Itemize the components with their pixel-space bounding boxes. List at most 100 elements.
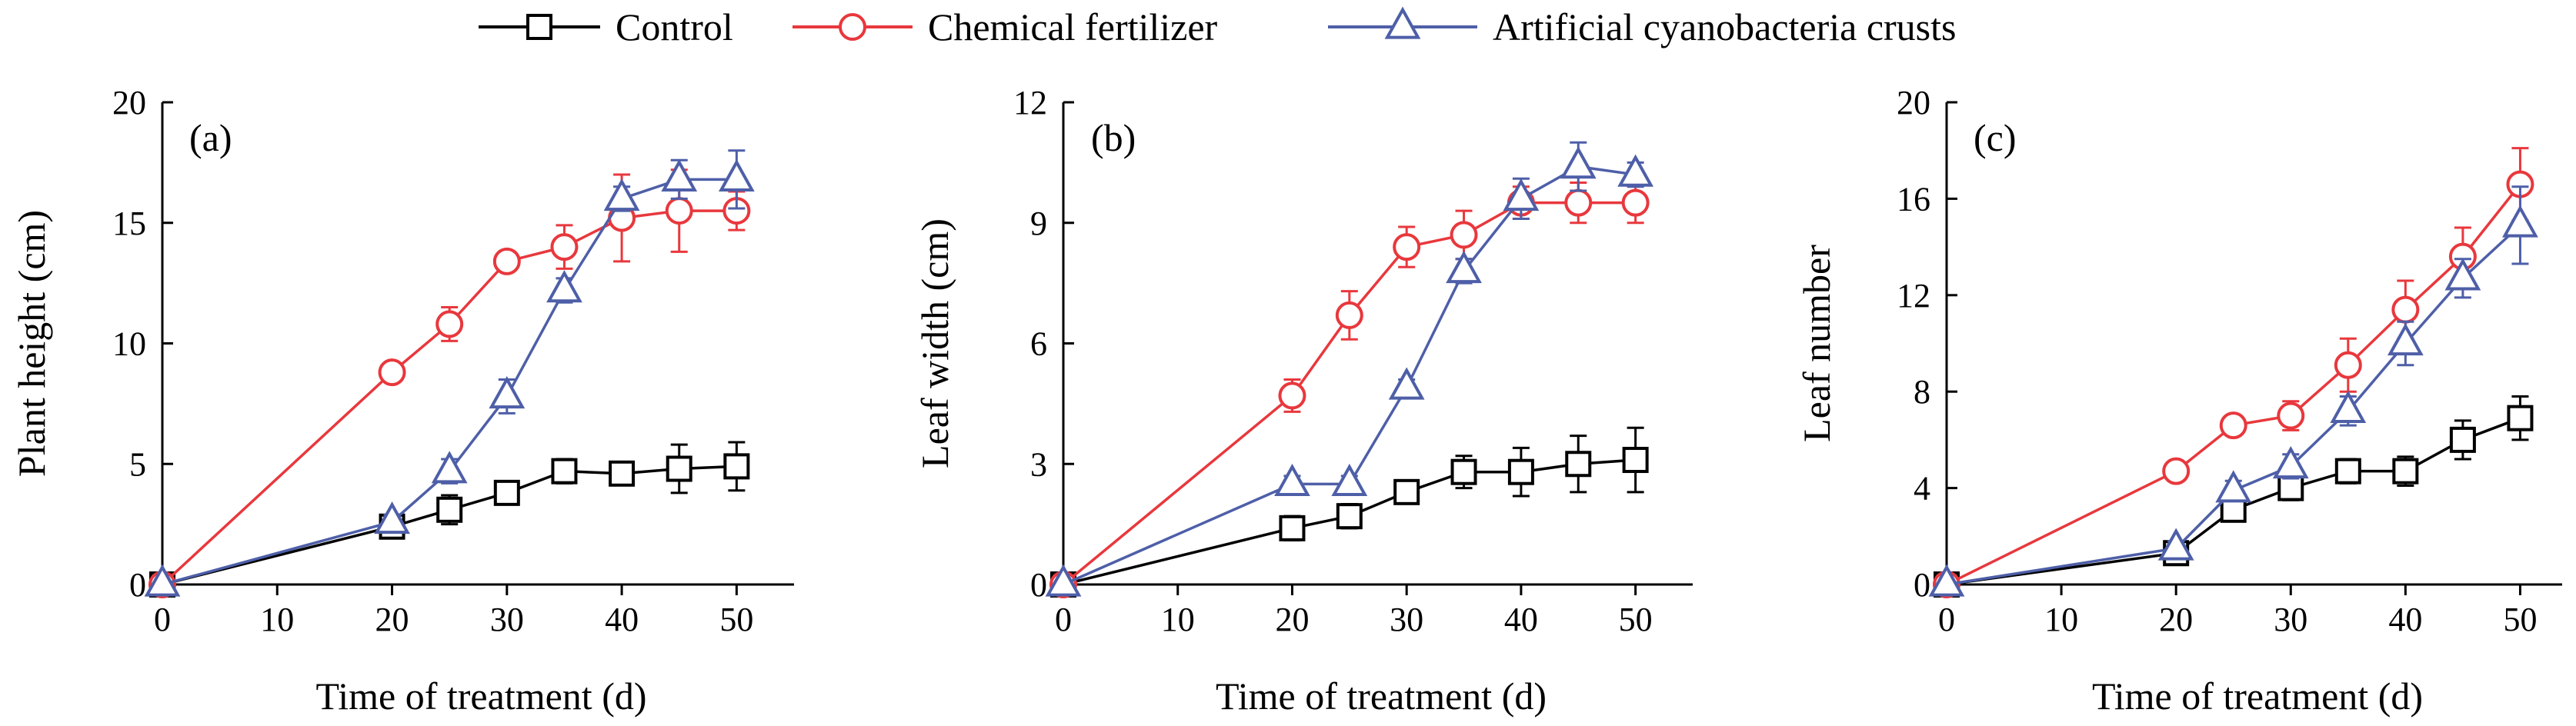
data-point xyxy=(2507,405,2534,431)
legend-marker-triangle xyxy=(1384,6,1421,39)
data-point xyxy=(1622,447,1649,474)
x-axis-title: Time of treatment (d) xyxy=(1216,674,1547,718)
y-tick-label: 12 xyxy=(1013,84,1047,122)
data-point xyxy=(1393,478,1420,505)
data-point xyxy=(551,458,578,485)
y-tick-label: 4 xyxy=(1914,470,1930,508)
data-point xyxy=(493,479,520,506)
data-point xyxy=(609,460,636,487)
data-point xyxy=(144,564,181,597)
series-line xyxy=(1946,183,2521,586)
legend-item-artificial-cyanobacteria-crusts: Artificial cyanobacteria crusts xyxy=(1328,5,1957,48)
data-point xyxy=(2392,458,2419,485)
data-point xyxy=(2334,351,2362,379)
x-tick-label: 0 xyxy=(154,601,171,638)
panel-label: (c) xyxy=(1974,116,2017,159)
data-point xyxy=(1335,301,1363,329)
data-point xyxy=(2330,390,2367,423)
series-chemical-fertilizer xyxy=(1933,147,2534,598)
x-tick-label: 10 xyxy=(2044,601,2078,638)
data-point xyxy=(1450,458,1477,485)
x-tick-label: 50 xyxy=(2503,601,2537,638)
y-tick-label: 0 xyxy=(1030,566,1047,604)
panel-label: (a) xyxy=(189,116,232,159)
data-point xyxy=(1331,463,1368,497)
data-point xyxy=(2277,401,2305,430)
legend-label: Chemical fertilizer xyxy=(928,5,1218,48)
data-point xyxy=(546,270,582,303)
data-point xyxy=(492,247,521,275)
series-artificial-cyanobacteria-crusts xyxy=(144,149,755,597)
data-point xyxy=(1507,458,1534,485)
y-tick-label: 5 xyxy=(129,445,146,483)
x-axis-title: Time of treatment (d) xyxy=(315,674,646,718)
legend-item-control: Control xyxy=(479,5,733,48)
data-point xyxy=(723,453,750,480)
series-artificial-cyanobacteria-crusts xyxy=(1045,141,1654,597)
data-point xyxy=(1565,451,1592,478)
data-point xyxy=(2157,528,2194,561)
data-point xyxy=(435,310,464,338)
legend-marker-circle xyxy=(839,13,866,41)
panel-a: 0 5 10 15 20 0 10 20 30 40 50 Time of treatment (d)… xyxy=(10,84,794,718)
data-point xyxy=(1274,463,1310,497)
data-point xyxy=(378,358,406,387)
y-tick-label: 12 xyxy=(1897,277,1930,315)
x-tick-label: 30 xyxy=(2274,601,2307,638)
x-tick-label: 40 xyxy=(605,601,639,638)
y-tick-label: 8 xyxy=(1914,373,1930,411)
data-point xyxy=(1336,503,1363,530)
x-tick-label: 0 xyxy=(1055,601,1072,638)
data-point xyxy=(2334,458,2361,485)
x-tick-label: 50 xyxy=(1619,601,1653,638)
series-chemical-fertilizer xyxy=(1049,182,1650,598)
data-point xyxy=(374,501,410,535)
data-point xyxy=(2162,457,2191,485)
panel-b: 0 3 6 9 12 0 10 20 30 40 50 Time of treatment (d) Le… xyxy=(913,84,1693,718)
series-line xyxy=(161,209,737,586)
data-point xyxy=(2449,426,2476,453)
data-point xyxy=(661,158,698,191)
data-point xyxy=(1503,178,1540,211)
data-point xyxy=(1388,367,1425,400)
series-chemical-fertilizer xyxy=(148,168,751,598)
y-axis-title: Leaf number xyxy=(1795,245,1838,442)
x-tick-label: 10 xyxy=(260,601,294,638)
data-point xyxy=(2502,205,2538,238)
series-artificial-cyanobacteria-crusts xyxy=(1928,185,2538,597)
data-point xyxy=(1617,154,1654,187)
panel-c: 0 4 8 12 16 20 0 10 20 30 40 50 Time of treatment (d… xyxy=(1795,84,2562,718)
data-point xyxy=(1045,564,1082,597)
data-point xyxy=(2219,411,2247,440)
y-tick-label: 0 xyxy=(129,566,146,604)
data-point xyxy=(603,178,640,211)
data-point xyxy=(2387,323,2424,356)
data-point xyxy=(1446,251,1482,284)
x-tick-label: 20 xyxy=(375,601,409,638)
y-tick-label: 0 xyxy=(1914,566,1930,604)
data-point xyxy=(2215,470,2252,503)
y-axis-title: Leaf width (cm) xyxy=(913,218,956,468)
data-point xyxy=(666,455,692,482)
x-tick-label: 30 xyxy=(1390,601,1423,638)
data-point xyxy=(665,197,693,225)
legend-label: Artificial cyanobacteria crusts xyxy=(1493,5,1957,48)
data-point xyxy=(550,233,579,261)
data-point xyxy=(1564,188,1593,217)
data-point xyxy=(2277,475,2304,501)
data-point xyxy=(1621,188,1650,217)
legend-marker-square xyxy=(526,14,552,40)
x-tick-label: 20 xyxy=(2159,601,2193,638)
y-tick-label: 9 xyxy=(1030,205,1047,242)
series-control xyxy=(1050,426,1649,598)
panel-label: (b) xyxy=(1091,116,1136,159)
data-point xyxy=(489,376,526,409)
data-point xyxy=(1393,233,1421,261)
x-tick-label: 40 xyxy=(1504,601,1538,638)
y-tick-label: 6 xyxy=(1030,325,1047,363)
data-point xyxy=(1450,221,1478,249)
x-axis-title: Time of treatment (d) xyxy=(2092,674,2423,718)
y-tick-label: 20 xyxy=(1897,84,1930,122)
series-line xyxy=(1946,224,2521,586)
